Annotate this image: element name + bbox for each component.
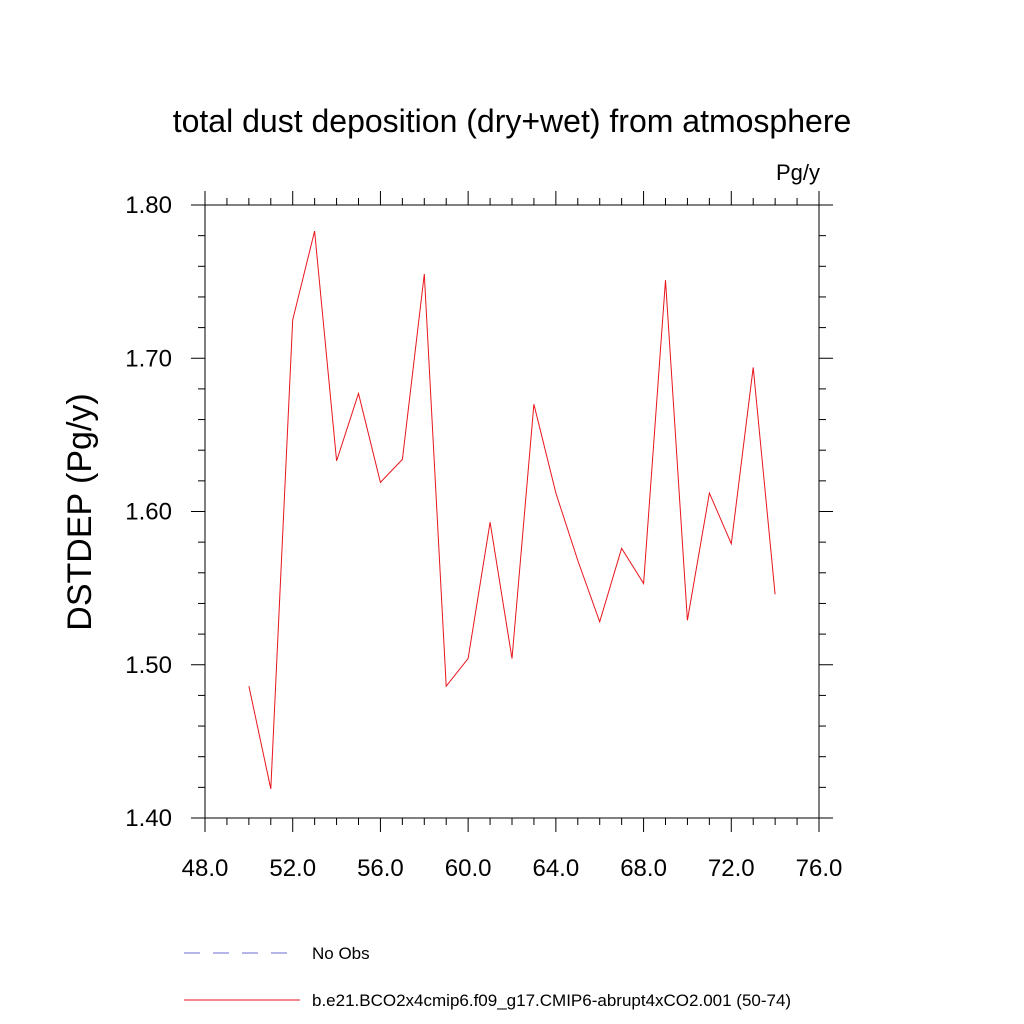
y-axis-label: DSTDEP (Pg/y) [61,393,99,630]
legend-label: b.e21.BCO2x4cmip6.f09_g17.CMIP6-abrupt4x… [312,991,791,1010]
x-tick-label: 48.0 [182,855,229,882]
x-tick-label: 72.0 [708,855,755,882]
chart-title: total dust deposition (dry+wet) from atm… [173,103,852,139]
x-tick-label: 52.0 [269,855,316,882]
series-layer [248,230,776,790]
y-tick-label: 1.60 [125,499,172,526]
series-line [248,230,776,790]
y-tick-label: 1.50 [125,652,172,679]
legend-label: No Obs [312,944,370,963]
plot-frame [204,204,820,819]
x-tick-label: 68.0 [620,855,667,882]
y-tick-label: 1.80 [125,192,172,219]
x-tick-label: 60.0 [445,855,492,882]
x-tick-label: 56.0 [357,855,404,882]
x-tick-label: 64.0 [532,855,579,882]
axis-ticks: 48.0 52.0 56.0 60.0 64.0 68.0 72.0 76.0 1.40 1.50… [125,191,842,882]
legend: No Obs b.e21.BCO2x4cmip6.f09_g17.CMIP6-ab… [184,944,791,1010]
x-tick-label: 76.0 [796,855,843,882]
y-tick-label: 1.40 [125,805,172,832]
y-tick-label: 1.70 [125,345,172,372]
units-label: Pg/y [776,160,820,185]
